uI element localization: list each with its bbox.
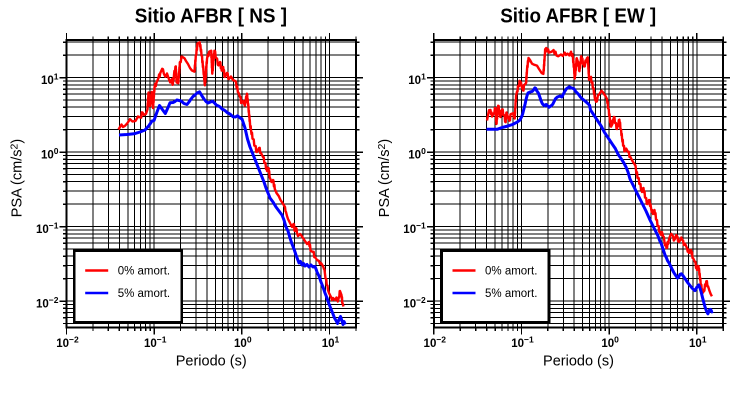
svg-text:PSA (cm/s2): PSA (cm/s2) <box>376 139 393 217</box>
svg-text:Periodo (s): Periodo (s) <box>176 354 247 370</box>
svg-text:5% amort.: 5% amort. <box>118 288 170 300</box>
svg-text:5% amort.: 5% amort. <box>485 288 537 300</box>
svg-text:Sitio AFBR [ EW ]: Sitio AFBR [ EW ] <box>500 4 656 27</box>
svg-text:Sitio AFBR [ NS ]: Sitio AFBR [ NS ] <box>135 4 287 27</box>
svg-text:Periodo (s): Periodo (s) <box>543 354 614 370</box>
svg-text:0% amort.: 0% amort. <box>485 266 537 278</box>
svg-text:PSA (cm/s2): PSA (cm/s2) <box>9 139 26 217</box>
svg-text:0% amort.: 0% amort. <box>118 266 170 278</box>
